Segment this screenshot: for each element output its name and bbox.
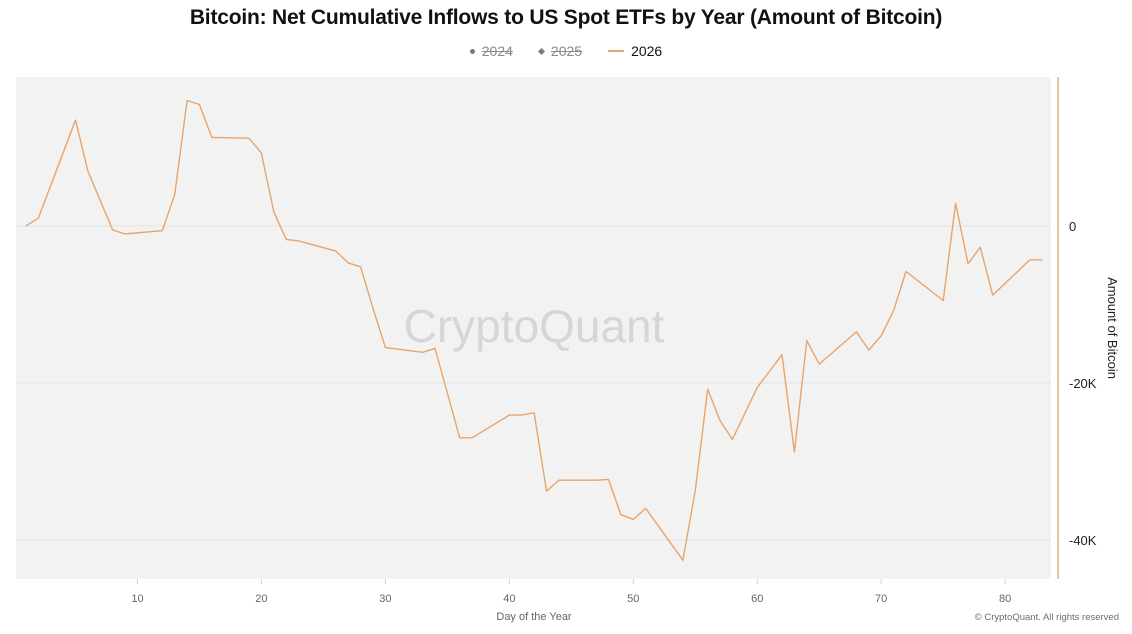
watermark: CryptoQuant	[404, 300, 665, 352]
series-group	[25, 99, 1043, 561]
x-tick-label: 40	[503, 593, 515, 605]
chart-legend: 2024 2025 2026	[0, 43, 1132, 59]
legend-label-2024: 2024	[481, 43, 513, 59]
x-tick-label: 50	[627, 593, 639, 605]
plot-area	[16, 77, 1051, 579]
x-tick-label: 60	[751, 593, 763, 605]
x-tick-label: 80	[999, 593, 1011, 605]
x-tick-label: 70	[875, 593, 887, 605]
legend-label-2025: 2025	[550, 43, 583, 59]
y-tick-label: -20K	[1069, 376, 1097, 391]
x-axis-label: Day of the Year	[496, 611, 572, 623]
legend-line-icon	[608, 50, 625, 52]
legend-label-2026: 2026	[631, 43, 663, 59]
legend-item-2025[interactable]: 2025	[537, 43, 583, 59]
x-tick-label: 30	[379, 593, 391, 605]
y-tick-label: 0	[1069, 219, 1076, 234]
x-tick-label: 10	[131, 593, 143, 605]
y-axis-ticks: 0 -20K -40K	[1069, 219, 1097, 548]
legend-item-2024[interactable]: 2024	[469, 43, 513, 59]
x-tick-label: 20	[255, 593, 267, 605]
y-axis-label: Amount of Bitcoin	[1105, 277, 1120, 379]
y-tick-label: -40K	[1069, 533, 1097, 548]
x-axis-ticks: 10 20 30 40 50 60 70 80	[131, 579, 1011, 605]
legend-dot-icon	[469, 48, 475, 54]
series-line-2026	[25, 99, 1043, 561]
grid-lines	[16, 225, 1051, 541]
legend-item-2026[interactable]: 2026	[608, 43, 662, 59]
copyright-notice: © CryptoQuant. All rights reserved	[974, 612, 1119, 623]
chart-title: Bitcoin: Net Cumulative Inflows to US Sp…	[189, 6, 943, 29]
